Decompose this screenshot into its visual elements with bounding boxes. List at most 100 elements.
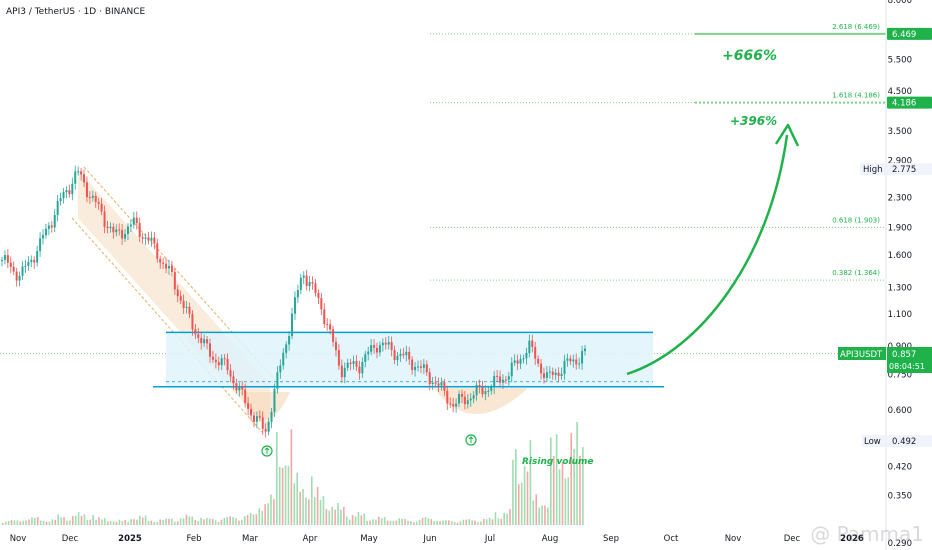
- volume-bar: [579, 455, 581, 525]
- candle-body: [124, 233, 127, 239]
- candle-body: [419, 366, 422, 368]
- volume-bar: [130, 519, 132, 525]
- candle-body: [252, 415, 255, 422]
- candle-body: [147, 237, 150, 241]
- volume-bar: [535, 494, 538, 525]
- volume-bar: [273, 499, 275, 525]
- candle-body: [323, 309, 326, 325]
- volume-bar: [182, 518, 185, 525]
- candle-body: [572, 359, 575, 362]
- candle-body: [320, 298, 323, 310]
- volume-bar: [389, 520, 392, 525]
- y-tick-label: 0.290: [888, 539, 912, 549]
- candle-body: [53, 215, 56, 228]
- volume-bar: [13, 520, 16, 525]
- badge-high: 2.775: [892, 165, 916, 175]
- candle-body: [173, 271, 176, 290]
- candle-body: [449, 403, 452, 405]
- candle-body: [507, 376, 510, 380]
- volume-bar: [316, 486, 319, 525]
- volume-bar: [194, 519, 196, 525]
- x-tick-label: Jun: [422, 534, 436, 544]
- volume-bar: [523, 466, 526, 525]
- volume-bar: [287, 466, 290, 525]
- volume-bar: [118, 519, 121, 525]
- volume-bar: [517, 484, 520, 525]
- candle-body: [144, 237, 147, 239]
- candle-body: [100, 203, 103, 212]
- volume-bar: [98, 517, 100, 525]
- volume-bar: [532, 500, 535, 525]
- projection-curve: [626, 134, 789, 376]
- candle-body: [302, 275, 305, 278]
- candle-body: [355, 361, 358, 367]
- candle-body: [244, 389, 247, 404]
- candle-body: [329, 324, 332, 330]
- volume-bar: [124, 519, 127, 525]
- volume-bar: [293, 483, 296, 525]
- candle-body: [156, 243, 159, 259]
- volume-bar: [558, 469, 561, 525]
- volume-bar: [375, 519, 377, 525]
- x-tick-label: Nov: [725, 534, 742, 544]
- candle-body: [408, 351, 411, 360]
- candle-body: [393, 349, 396, 361]
- candle-body: [12, 266, 15, 272]
- candle-body: [428, 372, 431, 385]
- candle-body: [299, 277, 302, 291]
- candle-body: [83, 174, 86, 183]
- volume-bar: [89, 519, 92, 525]
- volume-bar: [430, 519, 433, 525]
- candle-body: [94, 195, 97, 202]
- y-tick-label: 1.300: [888, 284, 912, 294]
- volume-bar: [491, 519, 494, 525]
- candle-body: [229, 370, 232, 377]
- candle-body: [15, 271, 18, 281]
- volume-bar: [570, 433, 573, 525]
- badge-low-bg: [887, 435, 932, 447]
- time-axis: Nov Dec 2025 Feb Mar Apr May Jun Jul Aug Sep Oct Nov…: [10, 534, 864, 544]
- candle-body: [510, 362, 513, 377]
- candle-body: [36, 251, 39, 263]
- candle-body: [490, 387, 493, 391]
- y-tick-label: 0.900: [888, 342, 912, 352]
- candle-body: [276, 372, 279, 389]
- fib-levels: 2.618 (6.469) 1.618 (4.186) 0.618 (1.903) 0…: [0, 23, 886, 355]
- volume-bar: [235, 518, 237, 525]
- candle-body: [446, 390, 449, 404]
- candle-body: [487, 390, 490, 392]
- volume-bar: [241, 519, 243, 525]
- candle-body: [282, 352, 285, 366]
- candle-body: [220, 358, 223, 366]
- candle-body: [563, 360, 566, 374]
- candle-body: [247, 403, 250, 409]
- volume-bar: [494, 512, 497, 525]
- volume-bar: [109, 521, 112, 525]
- candle-body: [551, 371, 554, 376]
- candle-body: [516, 360, 519, 364]
- volume-bar: [343, 506, 345, 525]
- volume-bar: [325, 509, 328, 525]
- x-tick-label: Jul: [484, 534, 495, 544]
- volume-bar: [433, 521, 436, 525]
- candle-body: [402, 353, 405, 356]
- volume-bar: [25, 520, 27, 525]
- volume-bar: [95, 519, 97, 525]
- channel-bottom: [71, 217, 263, 433]
- volume-bar: [392, 520, 395, 525]
- candle-body: [540, 363, 543, 374]
- candle-body: [296, 290, 299, 298]
- volume-bar: [208, 518, 211, 525]
- candle-body: [232, 376, 235, 384]
- candle-body: [378, 345, 381, 353]
- candle-body: [548, 371, 551, 373]
- volume-bar: [223, 517, 226, 525]
- candle-body: [481, 387, 484, 395]
- candle-body: [18, 275, 21, 281]
- candle-body: [68, 190, 71, 195]
- candle-body: [352, 361, 355, 364]
- volume-bar: [547, 507, 549, 525]
- gain-label-mid: +396%: [730, 114, 778, 128]
- y-tick-label: 0.600: [888, 406, 912, 416]
